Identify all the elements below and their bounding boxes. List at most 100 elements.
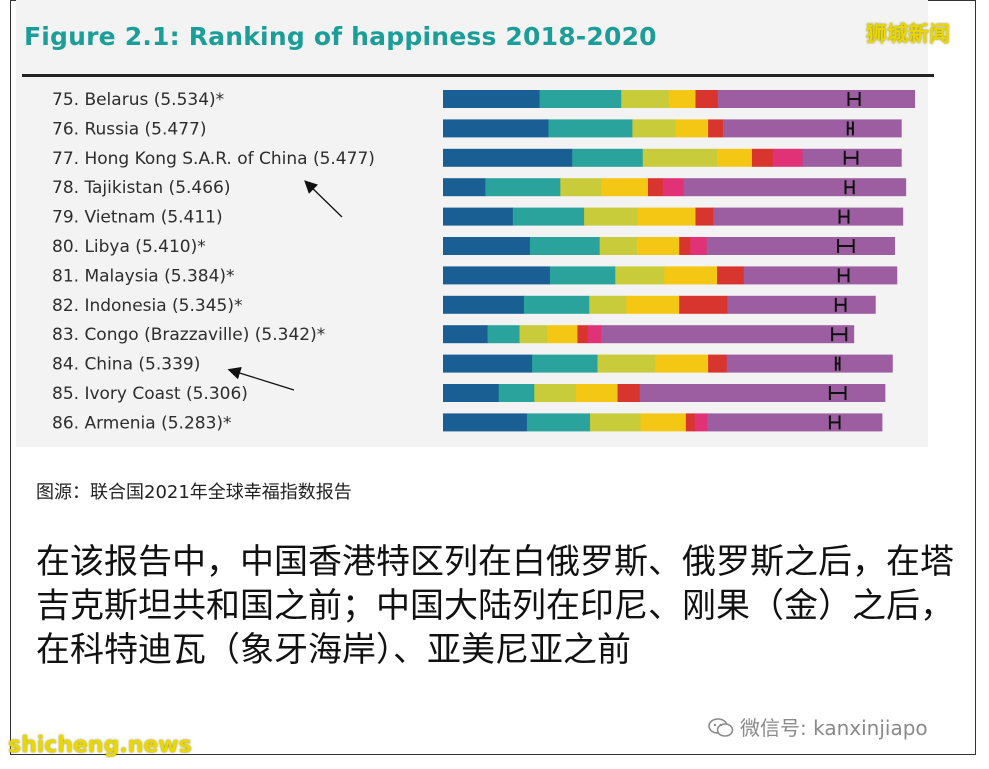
bar-segment xyxy=(707,413,883,432)
bar-segment xyxy=(617,384,641,402)
row-label: 83. Congo (Brazzaville) (5.342)* xyxy=(52,325,325,345)
bar-row: 80. Libya (5.410)* xyxy=(52,237,896,257)
title-divider xyxy=(22,74,934,77)
wechat-id: 微信号: kanxinjiapo xyxy=(708,712,928,741)
bar-segment xyxy=(713,207,904,226)
bar-segment xyxy=(708,119,724,138)
bar-segment xyxy=(615,266,665,285)
bar-segment xyxy=(685,413,696,432)
bar-segment xyxy=(727,295,876,314)
watermark-top: 狮城新闻 xyxy=(866,22,950,46)
arrow-annotation xyxy=(227,366,295,391)
bar-segment xyxy=(539,90,622,108)
bar-segment xyxy=(683,178,907,197)
bar-segment xyxy=(655,354,709,373)
bar-row: 79. Vietnam (5.411) xyxy=(52,207,904,228)
bar-segment xyxy=(443,266,551,285)
row-label: 85. Ivory Coast (5.306) xyxy=(52,384,248,404)
bar-segment xyxy=(636,237,680,255)
bar-segment xyxy=(668,90,696,108)
bar-segment xyxy=(584,207,639,226)
bar-segment xyxy=(664,266,718,285)
row-label: 84. China (5.339) xyxy=(52,355,200,375)
bar-segment xyxy=(679,237,691,255)
bar-segment xyxy=(637,207,696,226)
row-label: 77. Hong Kong S.A.R. of China (5.477) xyxy=(52,149,375,169)
bar-segment xyxy=(590,413,642,432)
bar-segment xyxy=(597,354,656,373)
bar-segment xyxy=(487,325,520,344)
commentary-text: 在该报告中，中国香港特区列在白俄罗斯、俄罗斯之后，在塔吉克斯坦共和国之前；中国大… xyxy=(36,542,954,670)
bar-segment xyxy=(772,148,803,167)
bar-segment xyxy=(443,354,533,373)
bar-segment xyxy=(632,119,676,138)
bar-segment xyxy=(575,384,619,402)
bar-row: 86. Armenia (5.283)* xyxy=(52,413,883,433)
bar-segment xyxy=(443,325,489,344)
bar-segment xyxy=(443,90,541,108)
row-label: 75. Belarus (5.534)* xyxy=(52,90,224,110)
bar-segment xyxy=(546,325,578,344)
row-label: 79. Vietnam (5.411) xyxy=(52,208,223,228)
bar-segment xyxy=(662,178,685,197)
happiness-ranking-chart: 75. Belarus (5.534)* 76. Russia (5.477) 77… xyxy=(52,90,916,433)
bar-segment xyxy=(639,384,886,402)
wechat-icon xyxy=(708,718,734,737)
row-label: 82. Indonesia (5.345)* xyxy=(52,296,243,316)
bar-segment xyxy=(572,148,644,167)
bar-segment xyxy=(694,413,708,432)
bar-segment xyxy=(443,384,500,402)
bar-row: 78. Tajikistan (5.466) xyxy=(52,178,907,198)
bar-segment xyxy=(549,266,616,285)
row-label: 81. Malaysia (5.384)* xyxy=(52,266,235,286)
bar-segment xyxy=(589,295,627,314)
bar-segment xyxy=(498,384,535,402)
bar-segment xyxy=(626,295,680,314)
bar-segment xyxy=(751,148,774,167)
bar-row: 75. Belarus (5.534)* xyxy=(52,90,916,110)
bar-segment xyxy=(726,354,893,373)
bar-row: 76. Russia (5.477) xyxy=(52,119,902,139)
bar-row: 81. Malaysia (5.384)* xyxy=(52,266,898,286)
bar-segment xyxy=(647,178,664,197)
bar-segment xyxy=(695,90,719,108)
bar-segment xyxy=(708,354,728,373)
bar-segment xyxy=(679,295,728,314)
bar-segment xyxy=(529,237,601,255)
bar-segment xyxy=(642,148,718,167)
bar-segment xyxy=(577,325,589,344)
bar-segment xyxy=(717,266,745,285)
bar-segment xyxy=(743,266,898,285)
wechat-label: 微信号: kanxinjiapo xyxy=(740,716,928,740)
bar-segment xyxy=(548,119,633,138)
row-label: 80. Libya (5.410)* xyxy=(52,237,206,257)
bar-row: 77. Hong Kong S.A.R. of China (5.477) xyxy=(52,148,902,169)
bar-segment xyxy=(717,90,916,108)
watermark-bottom: shicheng.news xyxy=(8,733,192,758)
bar-segment xyxy=(587,325,602,344)
bar-segment xyxy=(512,207,585,226)
bar-row: 82. Indonesia (5.345)* xyxy=(52,295,876,316)
bar-segment xyxy=(443,413,528,432)
bar-segment xyxy=(601,178,649,197)
bar-row: 83. Congo (Brazzaville) (5.342)* xyxy=(52,325,855,345)
bar-segment xyxy=(443,119,549,138)
bar-segment xyxy=(443,295,525,314)
bar-segment xyxy=(443,148,573,167)
bar-segment xyxy=(560,178,602,197)
bar-segment xyxy=(532,354,598,373)
source-caption: 图源：联合国2021年全球幸福指数报告 xyxy=(36,482,352,503)
bar-segment xyxy=(599,237,638,255)
row-label: 78. Tajikistan (5.466) xyxy=(52,178,231,198)
bar-segment xyxy=(621,90,670,108)
bar-segment xyxy=(601,325,855,344)
bar-segment xyxy=(640,413,687,432)
bar-segment xyxy=(690,237,708,255)
row-label: 76. Russia (5.477) xyxy=(52,119,206,139)
bar-segment xyxy=(443,178,486,197)
bar-segment xyxy=(523,295,590,314)
bar-segment xyxy=(443,207,514,226)
bar-segment xyxy=(519,325,548,344)
bar-segment xyxy=(485,178,561,197)
bar-segment xyxy=(695,207,714,226)
